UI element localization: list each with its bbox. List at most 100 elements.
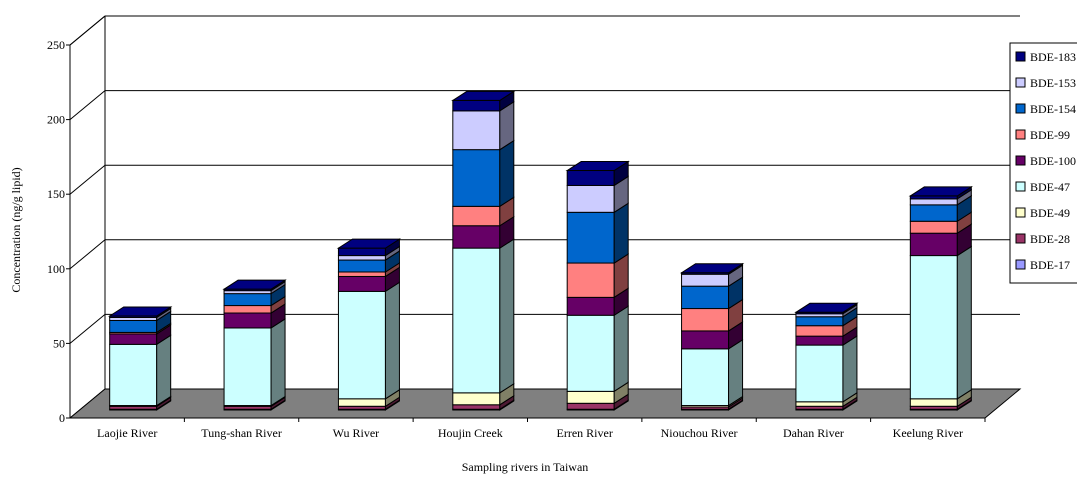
legend-label: BDE-49 xyxy=(1030,206,1070,220)
bar-top xyxy=(565,161,630,172)
bar-segment xyxy=(223,293,272,307)
legend-swatch xyxy=(1015,207,1026,218)
bar-segment-side xyxy=(499,139,515,208)
bar-top xyxy=(222,279,287,290)
legend-swatch xyxy=(1015,103,1026,114)
bar-segment-side xyxy=(956,245,972,400)
bar-segment xyxy=(795,316,844,327)
bar-segment xyxy=(909,198,958,206)
bar-segment xyxy=(681,348,730,407)
bar-segment xyxy=(681,273,730,287)
top-diagonal xyxy=(69,15,106,46)
bar-segment-side xyxy=(499,238,515,394)
bar-segment xyxy=(337,398,386,407)
bar-segment xyxy=(566,314,615,392)
legend-label: BDE-99 xyxy=(1030,128,1070,142)
bar-stack xyxy=(679,262,745,411)
bar-stack xyxy=(565,160,630,411)
bar-segment xyxy=(452,225,501,249)
x-category-label: Tung-shan River xyxy=(201,426,282,440)
bar-segment xyxy=(795,325,844,337)
bar-segment xyxy=(681,330,730,350)
bar-segment xyxy=(909,255,958,400)
legend-label: BDE-153 xyxy=(1030,76,1076,90)
legend-label: BDE-28 xyxy=(1030,232,1070,246)
bar-segment-side xyxy=(270,318,286,407)
legend-label: BDE-154 xyxy=(1030,102,1076,116)
bar-top xyxy=(794,302,859,313)
bar-segment-side xyxy=(842,335,858,403)
bar-segment xyxy=(109,343,158,407)
bar-segment-side xyxy=(156,334,172,407)
bar-segment-side xyxy=(613,305,629,393)
gridline-diagonal xyxy=(69,314,106,344)
bar-segment xyxy=(452,404,501,410)
chart-grid xyxy=(69,15,1020,419)
x-category-label: Dahan River xyxy=(783,426,844,440)
legend-label: BDE-17 xyxy=(1030,258,1070,272)
legend-swatch xyxy=(1015,259,1026,270)
bar-top xyxy=(336,238,402,249)
x-category-label: Laojie River xyxy=(97,426,157,440)
legend-swatch xyxy=(1015,181,1026,192)
bar-segment xyxy=(566,211,615,264)
bar-segment xyxy=(566,296,615,316)
bar-segment xyxy=(337,259,386,273)
x-category-label: Wu River xyxy=(333,426,380,440)
y-tick-label: 150 xyxy=(47,187,65,201)
gridline-diagonal xyxy=(69,239,106,270)
y-tick-label: 250 xyxy=(47,38,65,52)
y-axis-ticks: 0 50 100 150 200 250 xyxy=(47,38,70,425)
x-category-label: Houjin Creek xyxy=(438,426,503,440)
legend-label: BDE-183 xyxy=(1030,50,1076,64)
bar-segment xyxy=(337,255,386,261)
bar-segment xyxy=(909,220,958,234)
bar-segment xyxy=(566,390,615,404)
legend-swatch xyxy=(1015,233,1026,244)
bar-stack xyxy=(908,185,974,411)
chart-floor xyxy=(68,388,1022,419)
bar-segment xyxy=(223,327,272,407)
bar-segment xyxy=(795,335,844,346)
gridline-diagonal xyxy=(69,90,106,120)
bar-segment xyxy=(566,262,615,298)
x-axis-title: Sampling rivers in Taiwan xyxy=(462,460,589,474)
bar-segment-side xyxy=(613,202,629,264)
bar-segment xyxy=(337,275,386,292)
bar-top xyxy=(908,186,974,197)
bar-segment xyxy=(337,247,386,257)
bar-segment xyxy=(452,149,501,207)
bar-stack xyxy=(336,238,402,411)
bar-stack xyxy=(451,90,516,411)
bar-top xyxy=(451,90,516,101)
bar-segment xyxy=(337,271,386,277)
x-category-label: Erren River xyxy=(557,426,613,440)
floor-plane xyxy=(68,388,1022,419)
y-tick-label: 100 xyxy=(47,262,65,276)
chart-bars xyxy=(107,90,974,411)
bar-segment xyxy=(909,398,958,407)
legend-swatch xyxy=(1015,77,1026,88)
bar-segment xyxy=(566,184,615,213)
bar-segment xyxy=(909,232,958,257)
bar-segment xyxy=(223,312,272,329)
x-category-label: Niouchou River xyxy=(661,426,738,440)
legend-swatch xyxy=(1015,155,1026,166)
bar-segment xyxy=(452,205,501,227)
x-axis-categories: Laojie River Tung-shan River Wu River Houji… xyxy=(97,418,986,440)
bar-segment xyxy=(452,392,501,406)
legend-swatch xyxy=(1015,129,1026,140)
bar-segment xyxy=(109,333,158,345)
chart-legend: BDE-183 BDE-153 BDE-154 BDE-99 BDE-100 BDE-47… xyxy=(1009,42,1077,284)
x-category-label: Keelung River xyxy=(893,426,963,440)
y-tick-label: 200 xyxy=(47,113,65,127)
gridline-diagonal xyxy=(69,164,106,195)
bar-top xyxy=(679,263,745,274)
bar-stack xyxy=(794,302,859,411)
bar-stack xyxy=(222,279,287,411)
bar-segment xyxy=(795,401,844,407)
bar-segment xyxy=(109,319,158,333)
bar-segment xyxy=(566,170,615,186)
bar-segment xyxy=(223,305,272,314)
